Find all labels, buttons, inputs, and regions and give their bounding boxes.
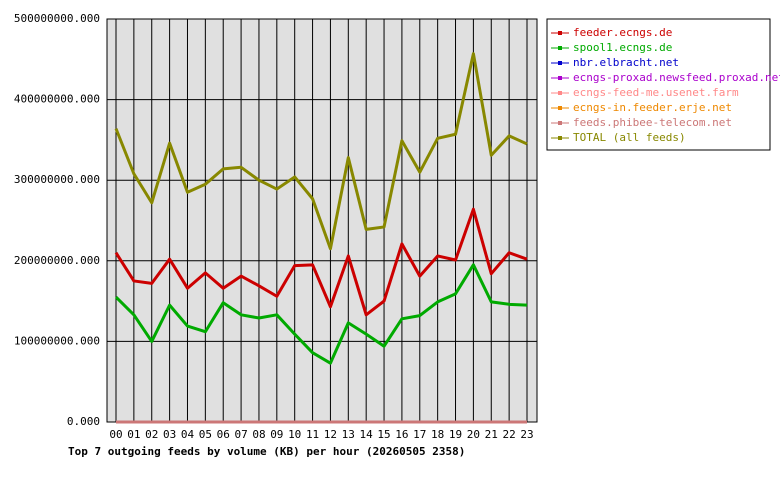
x-tick-label: 20 [467, 428, 480, 441]
x-tick-label: 19 [449, 428, 462, 441]
legend-marker [558, 136, 562, 140]
y-tick-label: 100000000.000 [14, 334, 100, 347]
x-tick-label: 21 [485, 428, 498, 441]
x-tick-label: 18 [431, 428, 444, 441]
y-tick-label: 200000000.000 [14, 254, 100, 267]
x-tick-label: 22 [503, 428, 516, 441]
legend-box [546, 18, 771, 151]
x-tick-label: 00 [109, 428, 122, 441]
x-tick-label: 06 [217, 428, 230, 441]
series-line [114, 207, 528, 317]
series-line [114, 263, 528, 365]
x-tick-label: 12 [324, 428, 337, 441]
x-tick-label: 05 [199, 428, 212, 441]
legend-marker [558, 31, 562, 35]
x-tick-label: 03 [163, 428, 176, 441]
legend-label: TOTAL (all feeds) [573, 131, 686, 144]
x-tick-label: 14 [360, 428, 374, 441]
legend-marker [558, 61, 562, 65]
series-line [114, 52, 528, 251]
legend-label: ecngs-feed-me.usenet.farm [573, 86, 739, 99]
legend-marker [558, 106, 562, 110]
x-tick-label: 23 [520, 428, 533, 441]
x-tick-label: 07 [234, 428, 247, 441]
y-tick-label: 300000000.000 [14, 173, 100, 186]
legend-label: ecngs-proxad.newsfeed.proxad.net [573, 71, 780, 84]
legend-label: feeder.ecngs.de [573, 26, 672, 39]
x-tick-label: 17 [413, 428, 426, 441]
x-tick-label: 01 [127, 428, 140, 441]
legend-marker [558, 46, 562, 50]
legend-label: nbr.elbracht.net [573, 56, 679, 69]
plot-area [107, 19, 537, 422]
legend-label: ecngs-in.feeder.erje.net [573, 101, 732, 114]
x-tick-label: 13 [342, 428, 355, 441]
x-tick-label: 16 [395, 428, 408, 441]
x-tick-label: 04 [181, 428, 195, 441]
legend-marker [558, 121, 562, 125]
x-tick-label: 15 [377, 428, 390, 441]
y-tick-label: 400000000.000 [14, 93, 100, 106]
chart-title: Top 7 outgoing feeds by volume (KB) per … [68, 445, 465, 458]
x-tick-label: 11 [306, 428, 319, 441]
x-tick-label: 08 [252, 428, 265, 441]
legend-label: spool1.ecngs.de [573, 41, 672, 54]
y-tick-label: 0.000 [67, 415, 100, 428]
x-tick-label: 02 [145, 428, 158, 441]
legend-marker [558, 91, 562, 95]
legend-label: feeds.phibee-telecom.net [573, 116, 732, 129]
y-tick-label: 500000000.000 [14, 12, 100, 25]
x-tick-label: 09 [270, 428, 283, 441]
legend-marker [558, 76, 562, 80]
x-tick-label: 10 [288, 428, 301, 441]
